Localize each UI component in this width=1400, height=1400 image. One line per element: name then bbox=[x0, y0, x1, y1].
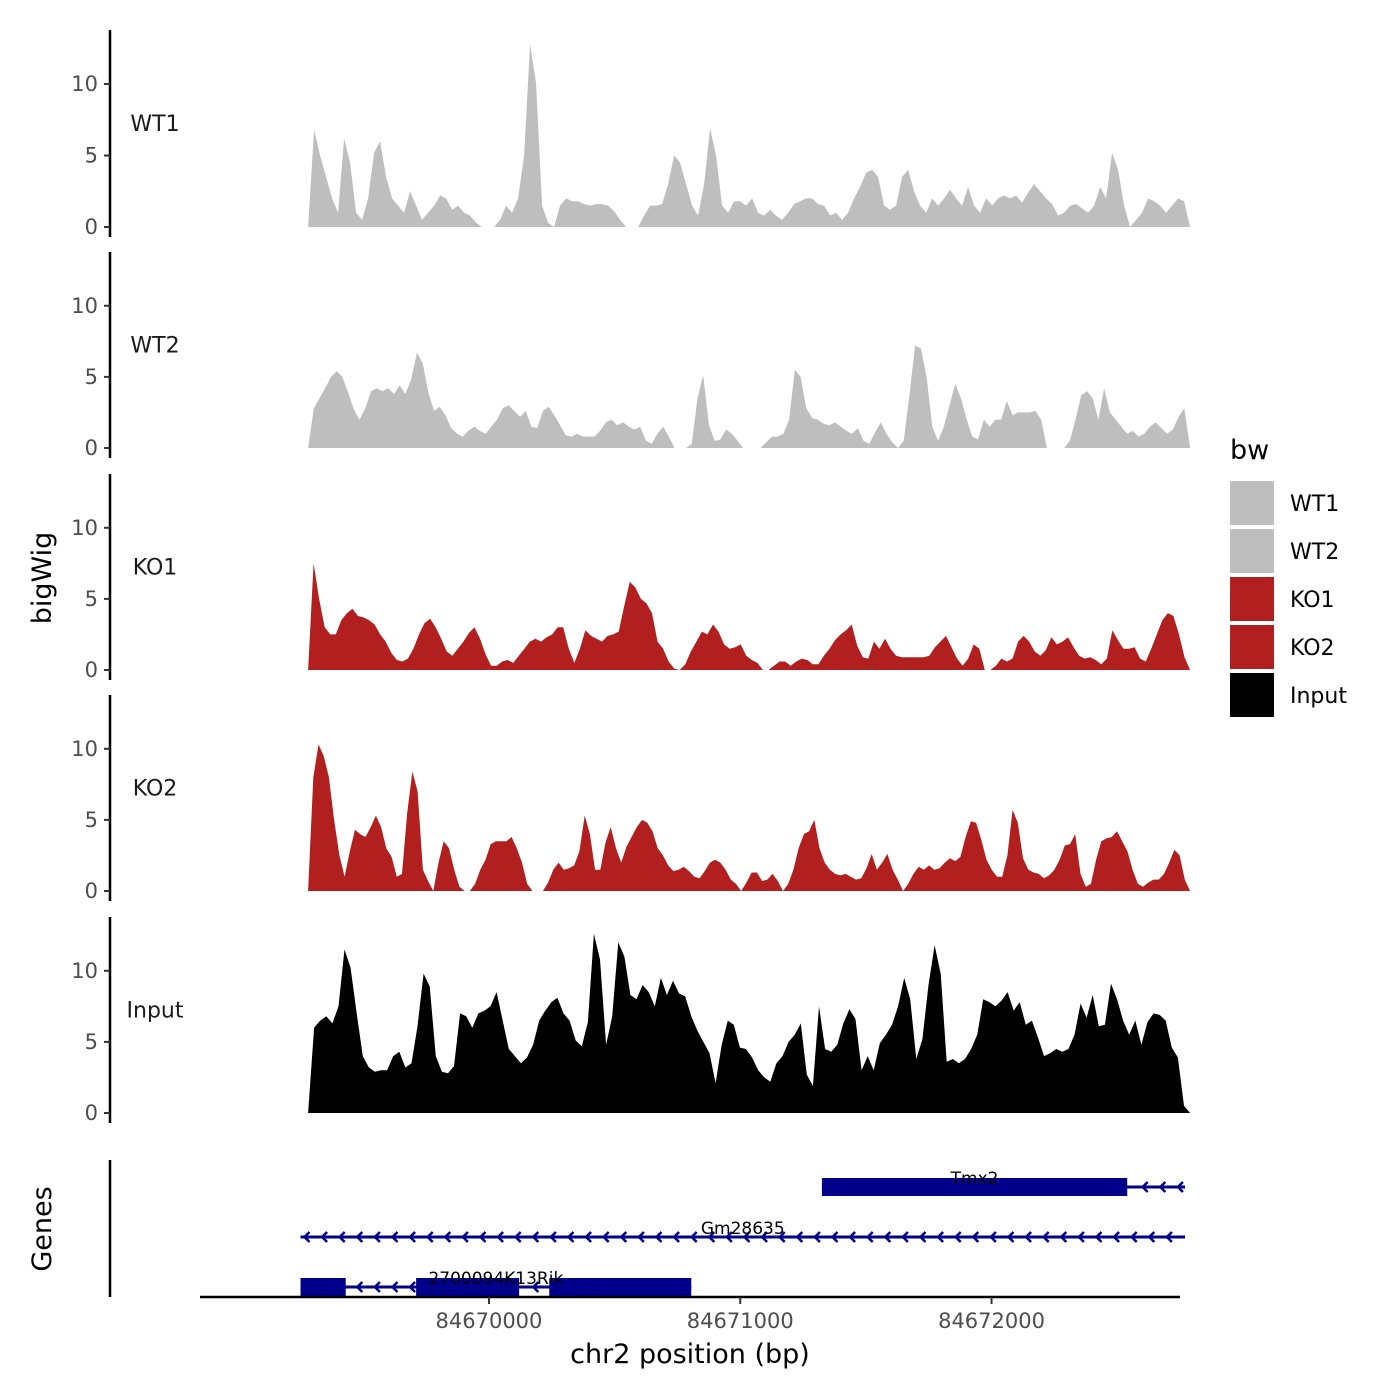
legend-swatch bbox=[1228, 527, 1276, 575]
track-wt1: 0 5 10 WT1 bbox=[71, 30, 1191, 239]
strand-arrows bbox=[355, 1281, 540, 1293]
legend: bw WT1 WT2 KO1 KO2 Input bbox=[1228, 435, 1347, 719]
legend-label: WT1 bbox=[1290, 492, 1339, 517]
legend-swatch bbox=[1228, 623, 1276, 671]
legend-entry-ko1: KO1 bbox=[1228, 575, 1335, 623]
track-label-ko1: KO1 bbox=[133, 556, 178, 581]
legend-entry-wt1: WT1 bbox=[1228, 479, 1339, 527]
gene-exon bbox=[821, 1178, 1128, 1196]
legend-title: bw bbox=[1230, 435, 1269, 466]
x-tick-label: 84670000 bbox=[436, 1309, 543, 1333]
y-tick-label: 10 bbox=[71, 737, 98, 761]
area-wt1 bbox=[308, 44, 1191, 227]
gene-tmx2: Tmx2 bbox=[821, 1169, 1186, 1196]
strand-arrows bbox=[302, 1231, 1173, 1243]
legend-swatch bbox=[1228, 671, 1276, 719]
y-tick-label: 5 bbox=[85, 587, 98, 611]
legend-entry-input: Input bbox=[1228, 671, 1347, 719]
y-tick-label: 5 bbox=[85, 808, 98, 832]
legend-entry-ko2: KO2 bbox=[1228, 623, 1335, 671]
gene-exon bbox=[416, 1278, 520, 1296]
track-label-input: Input bbox=[127, 999, 184, 1024]
gene-2700094k13rik: 2700094K13Rik bbox=[300, 1269, 692, 1296]
y-tick-label: 0 bbox=[85, 1101, 98, 1125]
gene-label-2700094k13rik: 2700094K13Rik bbox=[428, 1269, 563, 1289]
y-tick-label: 0 bbox=[85, 879, 98, 903]
area-input bbox=[308, 933, 1191, 1113]
track-label-wt1: WT1 bbox=[130, 112, 179, 137]
track-wt2: 0 5 10 WT2 bbox=[71, 252, 1191, 460]
y-tick-label: 5 bbox=[85, 365, 98, 389]
area-wt2 bbox=[308, 345, 1191, 448]
track-input: 0 5 10 Input bbox=[71, 917, 1191, 1125]
legend-swatch bbox=[1228, 479, 1276, 527]
x-tick-label: 84671000 bbox=[687, 1309, 794, 1333]
y-tick-label: 5 bbox=[85, 144, 98, 168]
x-tick-label: 84672000 bbox=[938, 1309, 1045, 1333]
track-ko1: 0 5 10 KO1 bbox=[71, 474, 1191, 682]
y-tick-label: 10 bbox=[71, 294, 98, 318]
y-tick-label: 10 bbox=[71, 516, 98, 540]
strand-arrows bbox=[1140, 1181, 1184, 1193]
x-axis-title: chr2 position (bp) bbox=[570, 1339, 810, 1370]
legend-label: KO1 bbox=[1290, 588, 1335, 613]
y-tick-label: 0 bbox=[85, 658, 98, 682]
legend-swatch bbox=[1228, 575, 1276, 623]
genes-axis-title: Genes bbox=[27, 1186, 58, 1271]
y-tick-label: 5 bbox=[85, 1030, 98, 1054]
area-ko1 bbox=[308, 563, 1191, 670]
gene-exon bbox=[549, 1278, 692, 1296]
legend-entries: WT1 WT2 KO1 KO2 Input bbox=[1228, 479, 1347, 719]
y-axis-title: bigWig bbox=[27, 532, 58, 625]
legend-label: WT2 bbox=[1290, 540, 1339, 565]
track-label-wt2: WT2 bbox=[130, 334, 179, 359]
y-tick-label: 10 bbox=[71, 72, 98, 96]
legend-entry-wt2: WT2 bbox=[1228, 527, 1339, 575]
gene-label-tmx2: Tmx2 bbox=[950, 1169, 999, 1189]
legend-label: KO2 bbox=[1290, 636, 1335, 661]
area-ko2 bbox=[308, 744, 1191, 891]
gene-gm28635: Gm28635 bbox=[300, 1219, 1186, 1243]
gene-exon bbox=[300, 1278, 346, 1296]
genes-panel: Tmx2 Gm28635 2700094K13Rik bbox=[108, 1160, 1186, 1297]
track-panels: 0 5 10 WT1 0 5 10 WT2 0 5 10 KO1 0 5 10 KO2 0 5 10 Input bbox=[71, 30, 1191, 1125]
y-tick-label: 10 bbox=[71, 959, 98, 983]
y-tick-label: 0 bbox=[85, 436, 98, 460]
y-tick-label: 0 bbox=[85, 215, 98, 239]
legend-label: Input bbox=[1290, 684, 1347, 709]
track-ko2: 0 5 10 KO2 bbox=[71, 695, 1191, 903]
gene-label-gm28635: Gm28635 bbox=[701, 1219, 785, 1239]
x-axis: 84670000 84671000 84672000 bbox=[200, 1295, 1180, 1333]
track-label-ko2: KO2 bbox=[133, 777, 178, 802]
